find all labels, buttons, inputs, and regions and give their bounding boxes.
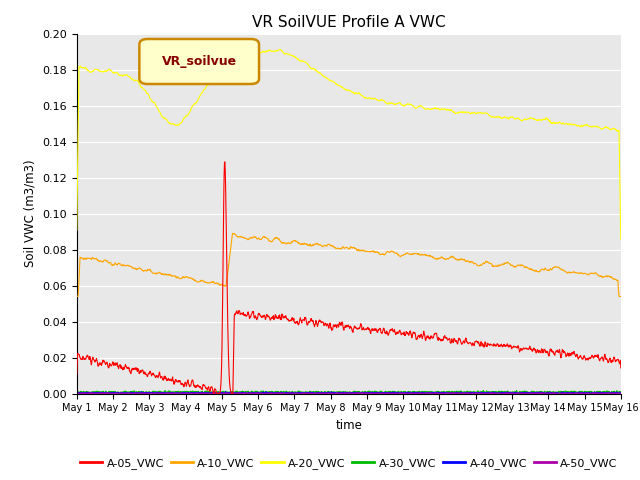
Text: VR_soilvue: VR_soilvue — [162, 55, 237, 68]
Legend: A-05_VWC, A-10_VWC, A-20_VWC, A-30_VWC, A-40_VWC, A-50_VWC: A-05_VWC, A-10_VWC, A-20_VWC, A-30_VWC, … — [76, 453, 622, 473]
FancyBboxPatch shape — [140, 39, 259, 84]
X-axis label: time: time — [335, 419, 362, 432]
Y-axis label: Soil VWC (m3/m3): Soil VWC (m3/m3) — [24, 160, 36, 267]
Title: VR SoilVUE Profile A VWC: VR SoilVUE Profile A VWC — [252, 15, 445, 30]
